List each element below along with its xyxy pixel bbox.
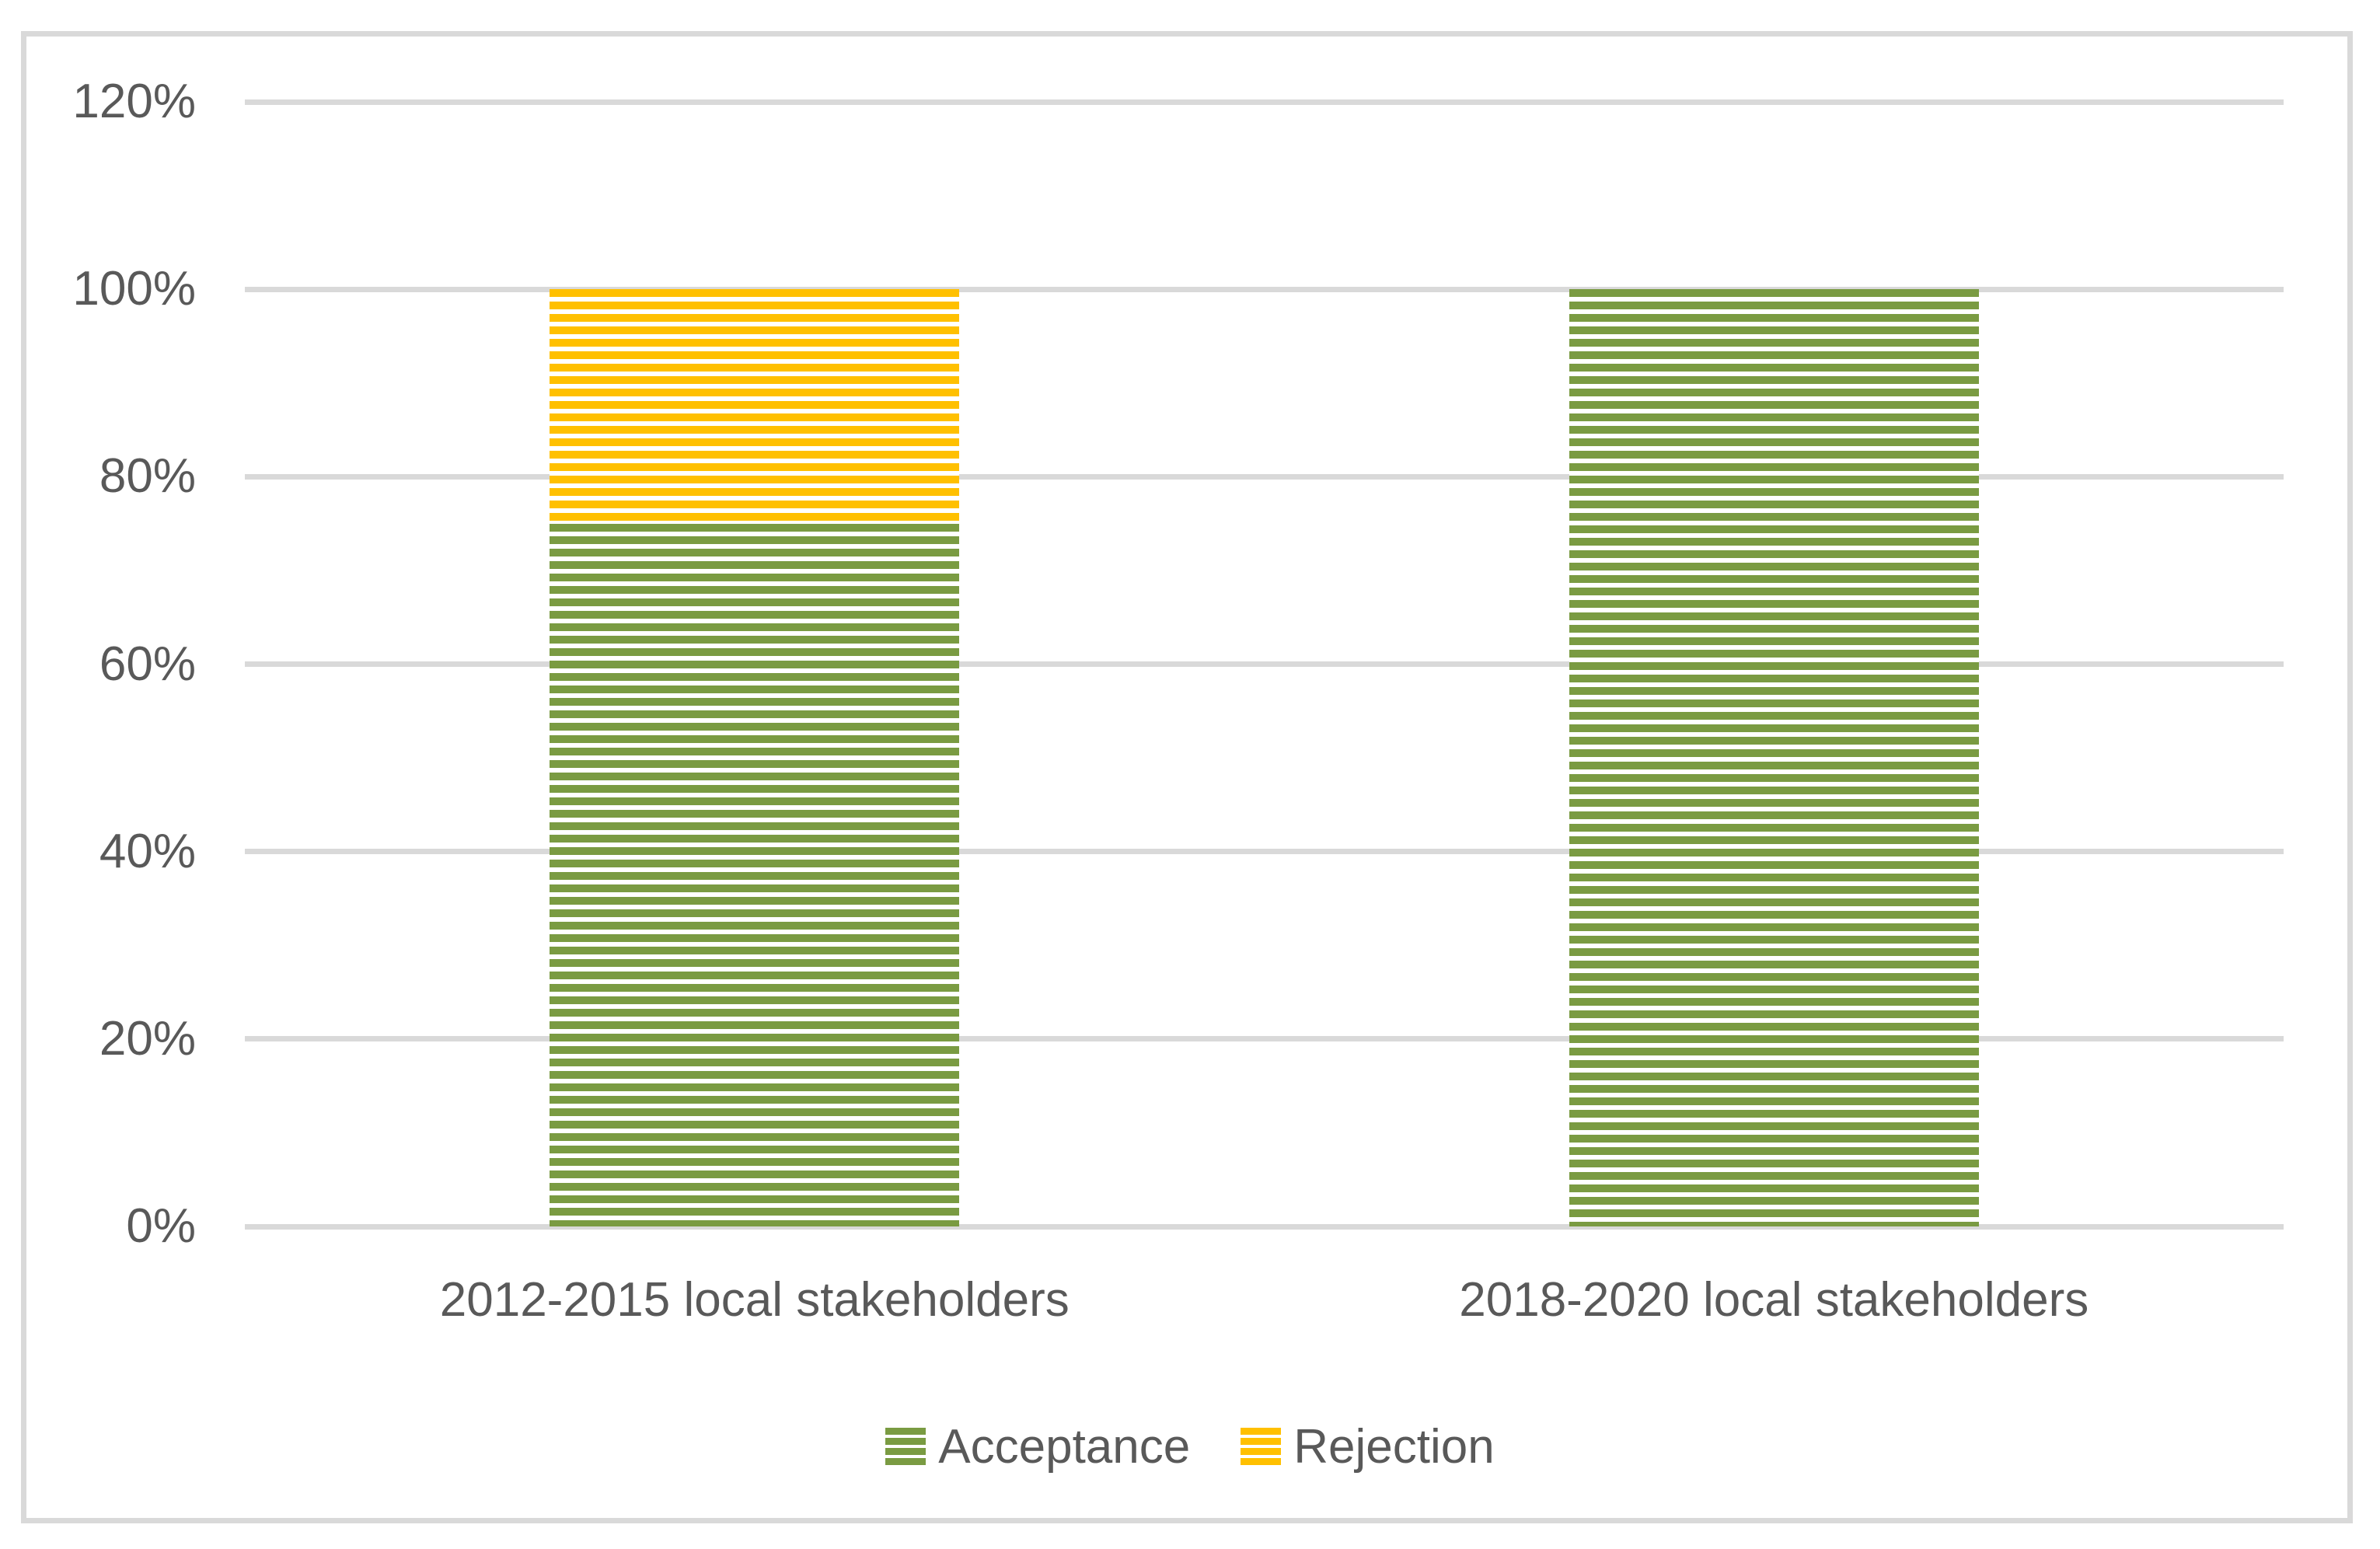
legend-label-acceptance: Acceptance xyxy=(938,1420,1191,1474)
acceptance-swatch-icon xyxy=(885,1428,927,1467)
y-tick-label-100%: 100% xyxy=(72,262,196,316)
bar-segment-acceptance-category-2 xyxy=(1569,289,1979,1226)
chart-frame xyxy=(21,31,2353,1523)
legend-item-acceptance: Acceptance xyxy=(885,1420,1190,1474)
y-tick-label-0%: 0% xyxy=(126,1199,196,1253)
gridline-0% xyxy=(245,1223,2284,1230)
x-category-label-2: 2018-2020 local stakeholders xyxy=(1459,1273,2089,1327)
y-tick-label-20%: 20% xyxy=(99,1011,196,1066)
gridline-60% xyxy=(245,661,2284,667)
legend-label-rejection: Rejection xyxy=(1293,1420,1495,1474)
gridline-100% xyxy=(245,286,2284,292)
y-tick-label-40%: 40% xyxy=(99,824,196,878)
gridline-40% xyxy=(245,849,2284,855)
y-tick-label-60%: 60% xyxy=(99,637,196,691)
legend-item-rejection: Rejection xyxy=(1241,1420,1495,1474)
x-category-label-1: 2012-2015 local stakeholders xyxy=(439,1273,1070,1327)
bar-segment-rejection-category-1 xyxy=(550,289,960,524)
bar-segment-acceptance-category-1 xyxy=(550,523,960,1226)
gridline-120% xyxy=(245,99,2284,105)
legend: Acceptance Rejection xyxy=(0,1416,2380,1478)
gridline-80% xyxy=(245,473,2284,480)
rejection-swatch-icon xyxy=(1241,1428,1282,1467)
y-tick-label-80%: 80% xyxy=(99,449,196,504)
y-tick-label-120%: 120% xyxy=(72,75,196,128)
gridline-20% xyxy=(245,1036,2284,1042)
